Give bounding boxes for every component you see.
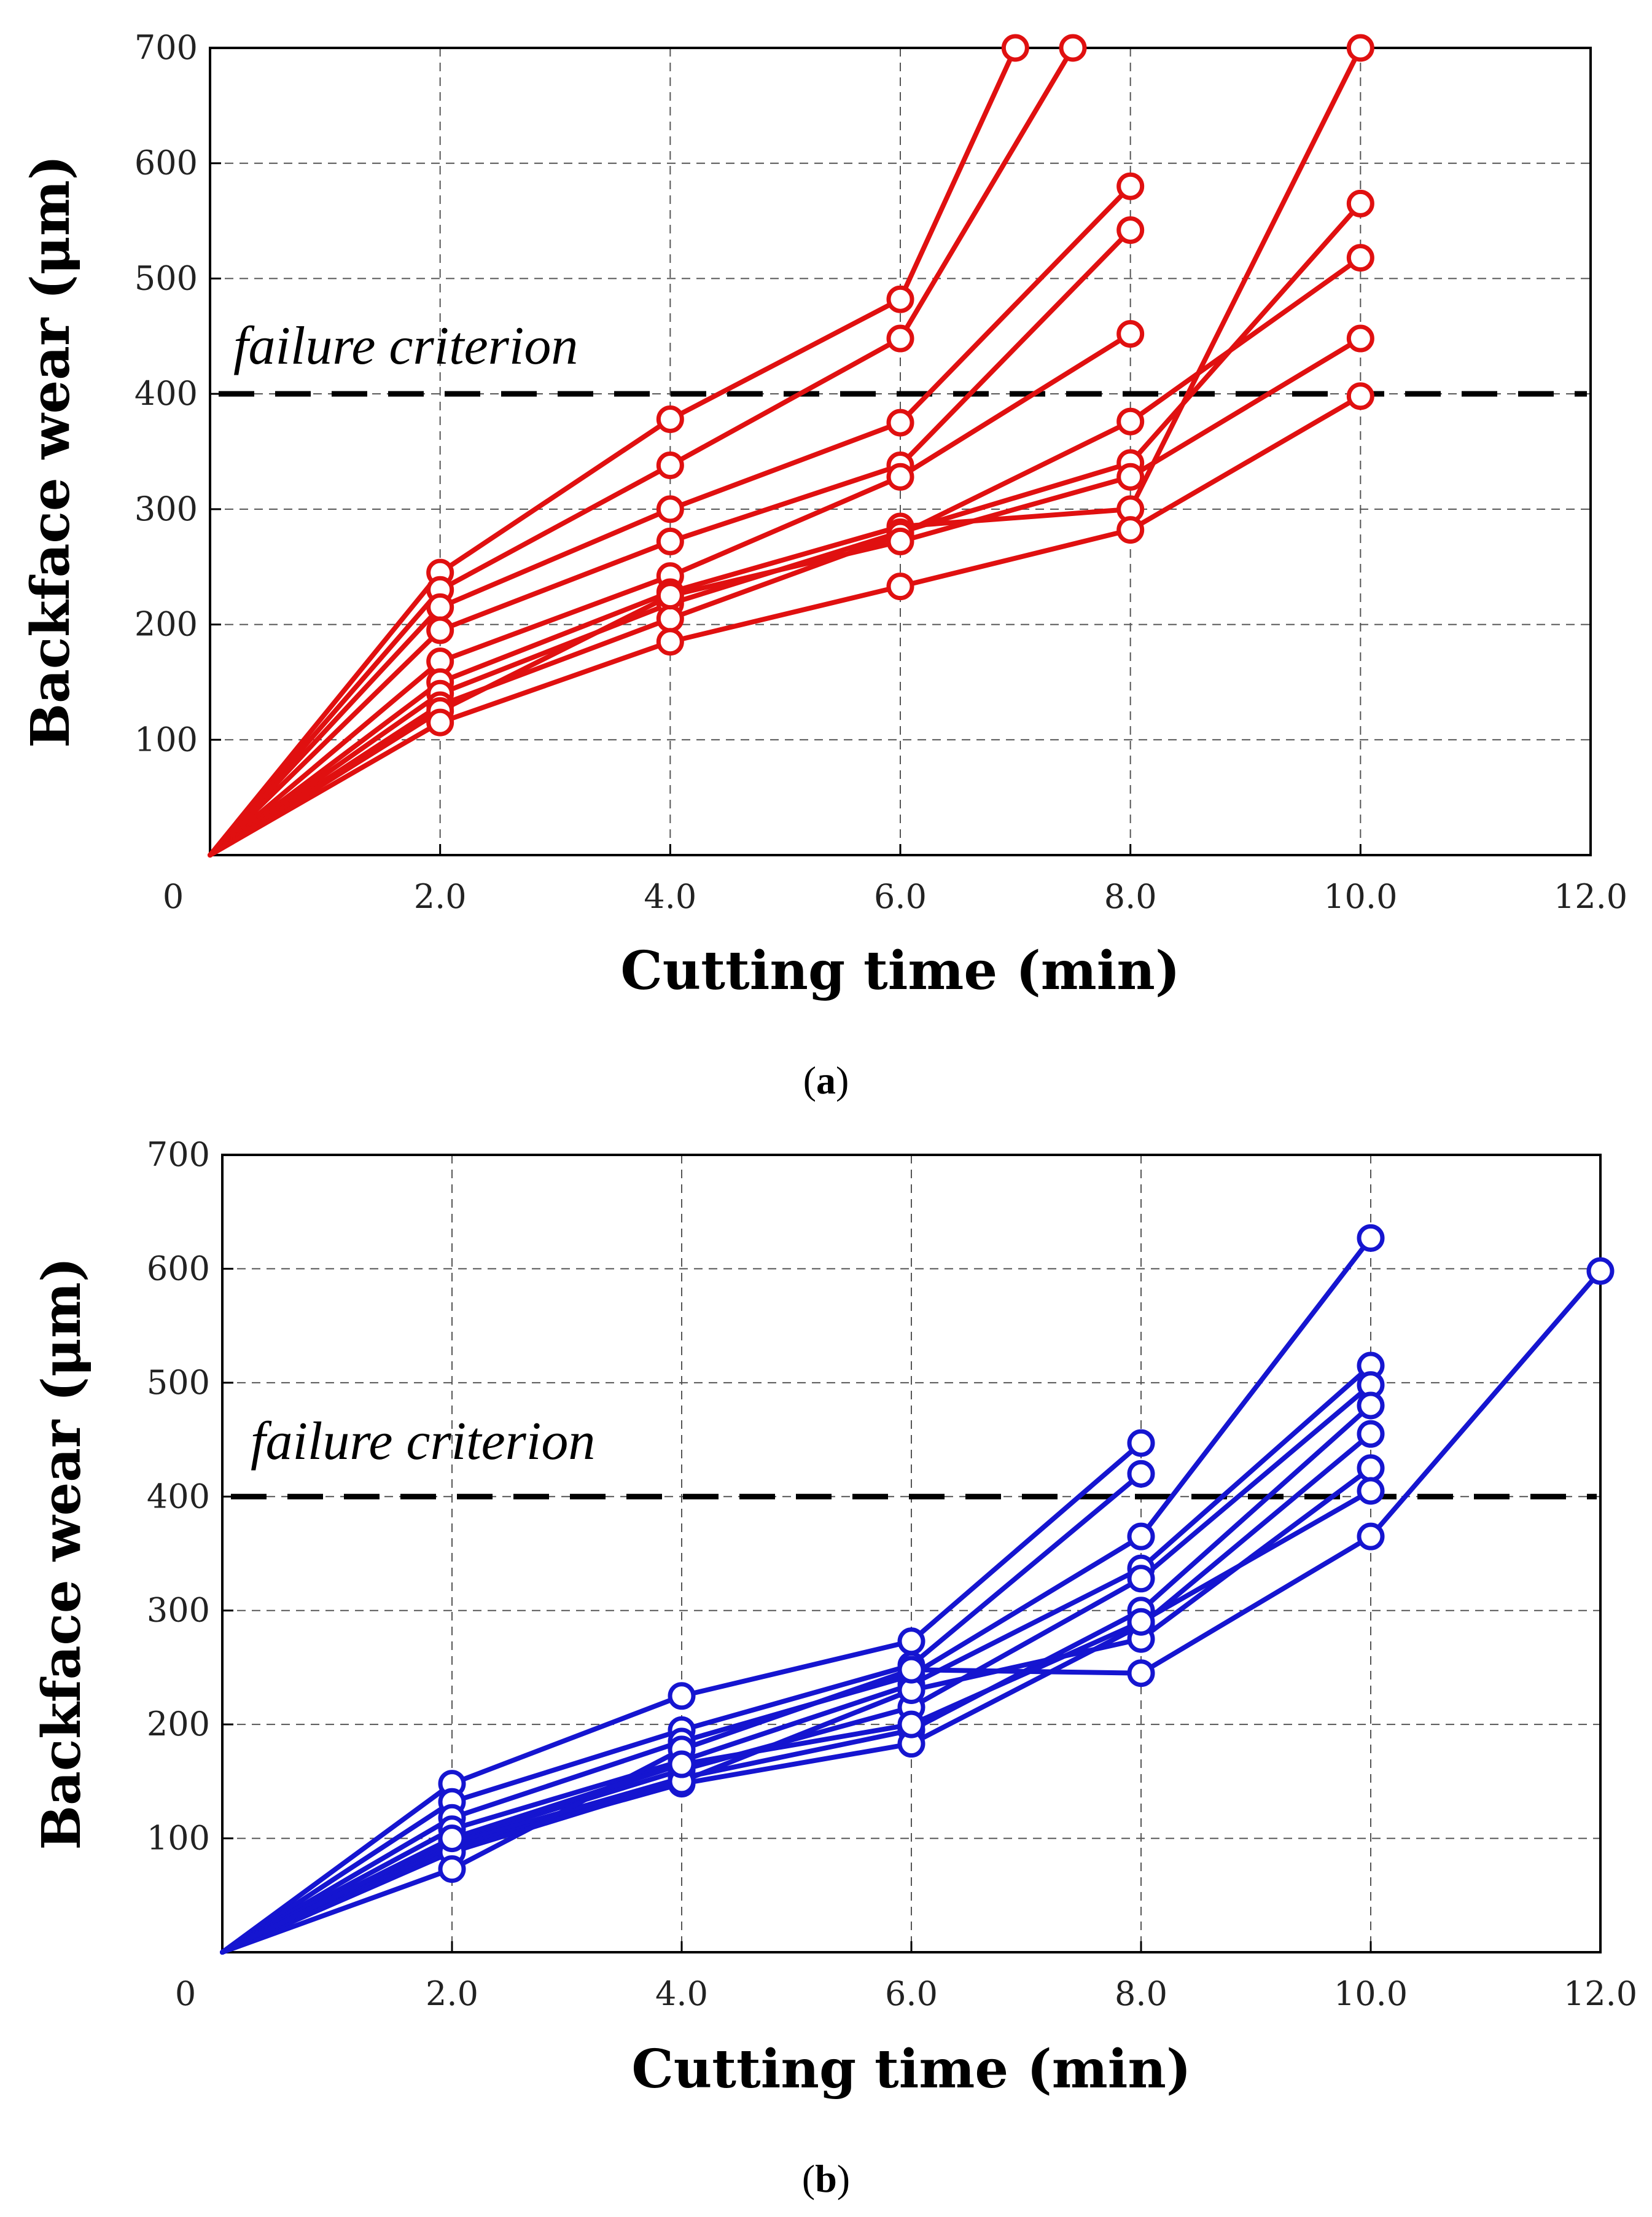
data-point	[886, 285, 914, 313]
data-point	[1127, 1460, 1155, 1488]
series-line-10	[220, 1488, 1373, 1955]
data-point	[1346, 382, 1374, 410]
x-tick-label: 2.0	[426, 1974, 478, 2013]
data-point	[1357, 1224, 1385, 1252]
x-tick-label: 6.0	[874, 877, 927, 916]
chart-panel-b: 0 2.0 4.0 6.0 8.0 10.0 12.0 100 200 300 400 500 600 7…	[31, 1135, 1637, 2200]
data-point	[1346, 189, 1374, 217]
data-point	[1346, 324, 1374, 353]
data-point	[656, 604, 684, 633]
series-line-9	[208, 336, 1363, 858]
data-point	[897, 1656, 925, 1684]
data-point	[1127, 1565, 1155, 1593]
panel-label: (a)	[803, 1058, 849, 1102]
failure-criterion-label: failure criterion	[251, 1412, 595, 1471]
data-point	[1357, 1420, 1385, 1448]
data-point	[1357, 1391, 1385, 1420]
series-line-8	[208, 255, 1363, 858]
data-point	[886, 409, 914, 437]
failure-criterion-label: failure criterion	[233, 316, 578, 376]
y-axis-title: Backface wear (μm)	[20, 155, 82, 748]
data-point	[656, 452, 684, 480]
x-tick-label: 10.0	[1323, 877, 1397, 916]
x-tick-label: 10.0	[1334, 1974, 1408, 2013]
data-point	[656, 582, 684, 610]
x-tick-label: 12.0	[1554, 877, 1627, 916]
data-point	[886, 527, 914, 555]
y-tick-label: 300	[134, 490, 198, 528]
data-point	[886, 324, 914, 353]
data-point	[1116, 516, 1145, 544]
data-point	[426, 593, 454, 621]
data-point	[897, 1710, 925, 1738]
data-point	[886, 573, 914, 601]
x-tick-label: 0	[175, 1974, 196, 2013]
series-line-6	[220, 1402, 1373, 1955]
data-point	[897, 1627, 925, 1656]
data-point	[656, 527, 684, 555]
data-point	[1357, 1477, 1385, 1505]
x-tick-label: 12.0	[1564, 1974, 1637, 2013]
data-point	[886, 463, 914, 491]
data-point	[1586, 1257, 1615, 1285]
data-point	[438, 1824, 466, 1853]
data-point	[1127, 1522, 1155, 1550]
y-tick-label: 600	[147, 1249, 210, 1288]
x-tick-label: 8.0	[1104, 877, 1157, 916]
data-point	[1116, 172, 1145, 200]
data-point	[668, 1682, 696, 1710]
x-tick-label: 8.0	[1115, 1974, 1167, 2013]
data-point	[1116, 216, 1145, 244]
x-axis-title: Cutting time (min)	[620, 940, 1180, 1002]
data-point	[1357, 1522, 1385, 1550]
x-tick-label: 0	[163, 877, 184, 916]
y-axis-title: Backface wear (μm)	[31, 1257, 93, 1850]
x-tick-label: 2.0	[414, 877, 467, 916]
x-axis-title: Cutting time (min)	[631, 2038, 1191, 2100]
data-point	[656, 495, 684, 523]
series-line-4	[220, 1363, 1373, 1955]
y-tick-label: 400	[147, 1477, 210, 1515]
data-point	[1059, 34, 1087, 62]
data-point	[1346, 34, 1374, 62]
data-point	[656, 405, 684, 433]
data-point	[426, 708, 454, 737]
data-point	[1001, 34, 1029, 62]
data-point	[1127, 1429, 1155, 1457]
y-tick-label: 700	[134, 28, 198, 67]
series-line-8	[220, 1465, 1373, 1955]
y-tick-label: 200	[134, 605, 198, 644]
data-point	[1127, 1659, 1155, 1687]
data-point	[1116, 407, 1145, 436]
chart-panel-a: 0 2.0 4.0 6.0 8.0 10.0 12.0 100 200 300 400 500 600 7…	[20, 28, 1627, 1102]
y-tick-label: 100	[147, 1819, 210, 1858]
y-tick-label: 500	[134, 259, 198, 297]
data-point	[668, 1750, 696, 1778]
data-point	[438, 1855, 466, 1883]
y-tick-label: 600	[134, 144, 198, 182]
data-point	[1357, 1454, 1385, 1482]
data-point	[1116, 463, 1145, 491]
y-tick-label: 100	[134, 720, 198, 759]
data-point	[1127, 1608, 1155, 1636]
x-tick-label: 6.0	[885, 1974, 938, 2013]
y-tick-label: 300	[147, 1591, 210, 1630]
data-point	[1346, 244, 1374, 272]
data-point	[656, 628, 684, 656]
series-line-7	[220, 1431, 1373, 1955]
data-point	[426, 616, 454, 644]
data-point	[1116, 320, 1145, 348]
series-line-10	[208, 393, 1363, 858]
y-tick-label: 200	[147, 1705, 210, 1743]
y-tick-label: 400	[134, 374, 198, 413]
x-tick-label: 4.0	[644, 877, 696, 916]
series-line-6	[208, 45, 1363, 858]
panel-label: (b)	[802, 2157, 850, 2200]
y-tick-label: 500	[147, 1363, 210, 1402]
y-tick-label: 700	[147, 1135, 210, 1174]
x-tick-label: 4.0	[655, 1974, 708, 2013]
